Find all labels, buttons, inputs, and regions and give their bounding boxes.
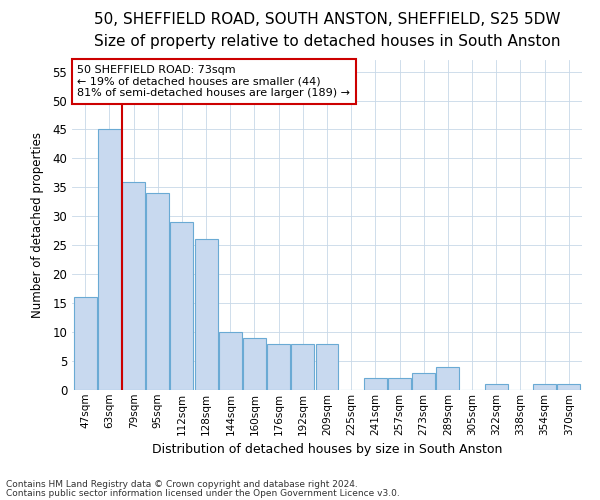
Bar	[292, 344, 314, 390]
Bar	[267, 344, 290, 390]
Bar	[219, 332, 242, 390]
Bar	[412, 372, 435, 390]
Text: Contains HM Land Registry data © Crown copyright and database right 2024.: Contains HM Land Registry data © Crown c…	[6, 480, 358, 489]
Bar	[364, 378, 387, 390]
Bar	[170, 222, 193, 390]
Y-axis label: Number of detached properties: Number of detached properties	[31, 132, 44, 318]
Bar	[122, 182, 145, 390]
Bar	[98, 130, 121, 390]
Bar	[146, 193, 169, 390]
X-axis label: Distribution of detached houses by size in South Anston: Distribution of detached houses by size …	[152, 443, 502, 456]
Bar	[316, 344, 338, 390]
Bar	[388, 378, 411, 390]
Text: 50 SHEFFIELD ROAD: 73sqm
← 19% of detached houses are smaller (44)
81% of semi-d: 50 SHEFFIELD ROAD: 73sqm ← 19% of detach…	[77, 65, 350, 98]
Bar	[557, 384, 580, 390]
Bar	[436, 367, 460, 390]
Bar	[485, 384, 508, 390]
Bar	[194, 240, 218, 390]
Bar	[74, 298, 97, 390]
Bar	[533, 384, 556, 390]
Text: Contains public sector information licensed under the Open Government Licence v3: Contains public sector information licen…	[6, 488, 400, 498]
Title: 50, SHEFFIELD ROAD, SOUTH ANSTON, SHEFFIELD, S25 5DW
Size of property relative t: 50, SHEFFIELD ROAD, SOUTH ANSTON, SHEFFI…	[94, 12, 560, 49]
Bar	[243, 338, 266, 390]
